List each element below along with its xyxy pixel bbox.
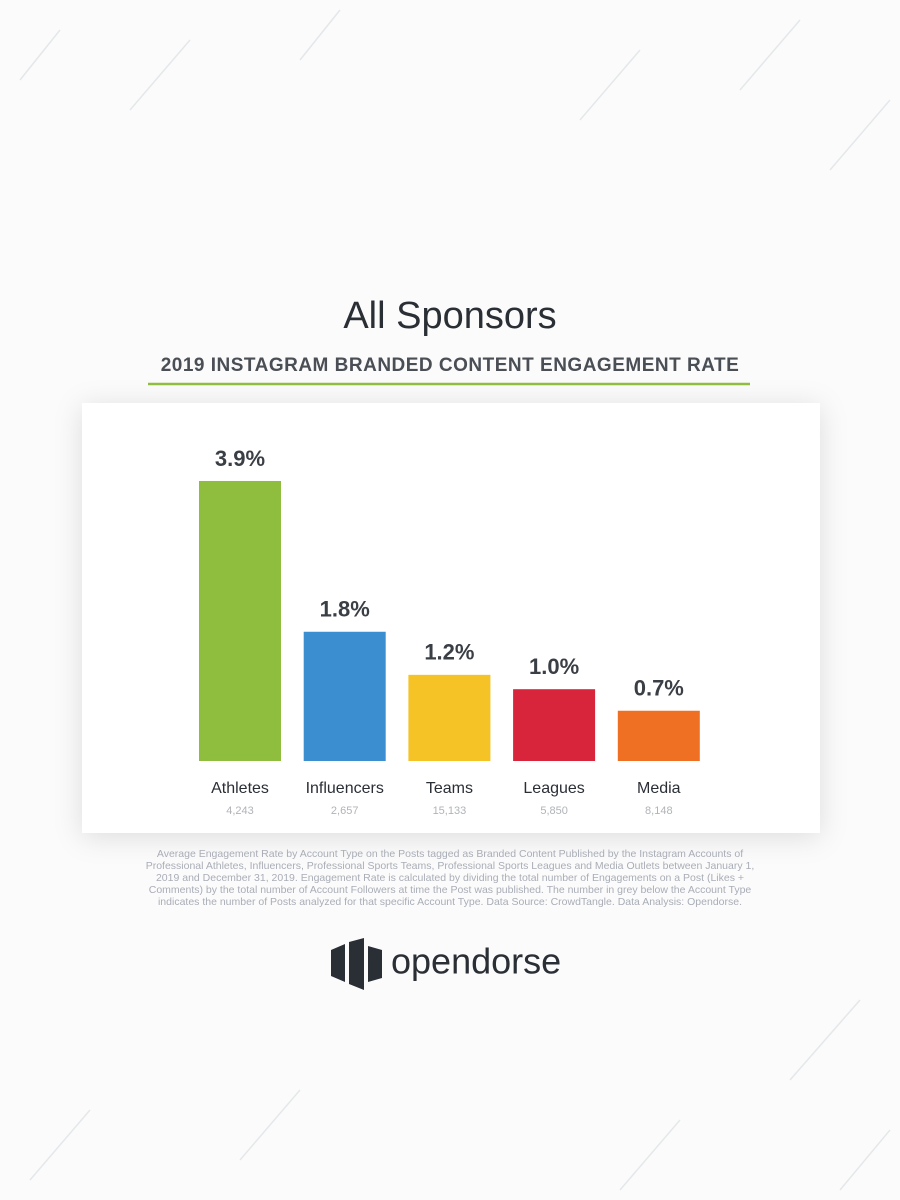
bar bbox=[513, 689, 596, 761]
bar bbox=[199, 480, 281, 761]
footnote: Average Engagement Rate by Account Type … bbox=[145, 848, 755, 908]
chart-card bbox=[82, 403, 820, 833]
value-label: 3.9% bbox=[215, 446, 265, 471]
logo: opendorse bbox=[331, 938, 561, 990]
value-label: 1.0% bbox=[529, 654, 579, 679]
post-count: 4,243 bbox=[226, 805, 254, 817]
category-label: Leagues bbox=[523, 780, 584, 797]
logo-icon bbox=[349, 938, 364, 990]
logo-icon bbox=[368, 946, 382, 982]
chart-subtitle: 2019 INSTAGRAM BRANDED CONTENT ENGAGEMEN… bbox=[161, 355, 740, 376]
value-label: 1.8% bbox=[320, 597, 370, 622]
post-count: 15,133 bbox=[433, 805, 467, 817]
post-count: 2,657 bbox=[331, 805, 359, 817]
bar bbox=[303, 631, 386, 761]
chart-title: All Sponsors bbox=[343, 295, 556, 337]
post-count: 8,148 bbox=[645, 805, 673, 817]
category-label: Media bbox=[637, 780, 681, 797]
post-count: 5,850 bbox=[540, 805, 568, 817]
category-label: Athletes bbox=[211, 780, 269, 797]
bar bbox=[617, 710, 700, 761]
value-label: 1.2% bbox=[424, 640, 474, 665]
category-label: Influencers bbox=[306, 780, 384, 797]
background-lines bbox=[19, 9, 891, 1191]
value-label: 0.7% bbox=[634, 676, 684, 701]
logo-text: opendorse bbox=[391, 941, 561, 982]
category-label: Teams bbox=[426, 780, 473, 797]
bar bbox=[408, 674, 491, 761]
plot-area: 3.9% Athletes 4,243 1.8% Influencers 2,657 1.2… bbox=[199, 446, 700, 817]
logo-icon bbox=[331, 944, 345, 982]
